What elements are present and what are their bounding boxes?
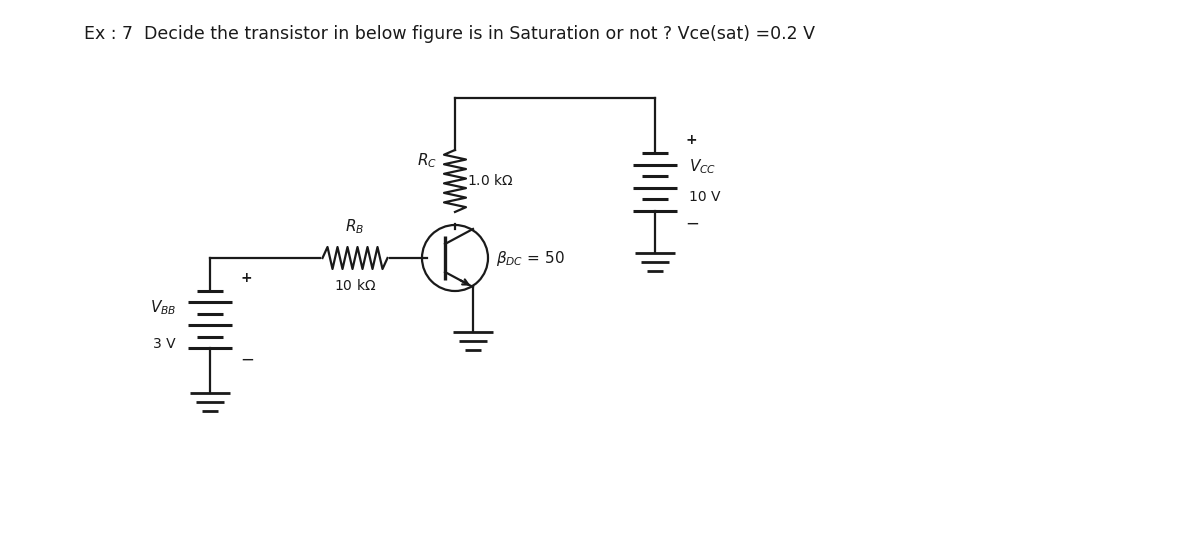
Text: $\beta_{DC}$ = 50: $\beta_{DC}$ = 50 [496, 248, 565, 268]
Text: +: + [685, 133, 697, 147]
Text: −: − [685, 215, 698, 232]
Text: Ex : 7  Decide the transistor in below figure is in Saturation or not ? Vce(sat): Ex : 7 Decide the transistor in below fi… [84, 25, 815, 43]
Text: +: + [240, 272, 252, 285]
Text: 10 V: 10 V [689, 190, 720, 204]
Text: 1.0 k$\Omega$: 1.0 k$\Omega$ [467, 174, 514, 189]
Text: −: − [240, 351, 254, 369]
Text: $R_C$: $R_C$ [418, 152, 437, 170]
Text: 10 k$\Omega$: 10 k$\Omega$ [334, 278, 376, 293]
Text: 3 V: 3 V [154, 337, 176, 351]
Text: $V_{BB}$: $V_{BB}$ [150, 298, 176, 317]
Text: $R_B$: $R_B$ [346, 217, 365, 236]
Text: $V_{CC}$: $V_{CC}$ [689, 158, 716, 176]
